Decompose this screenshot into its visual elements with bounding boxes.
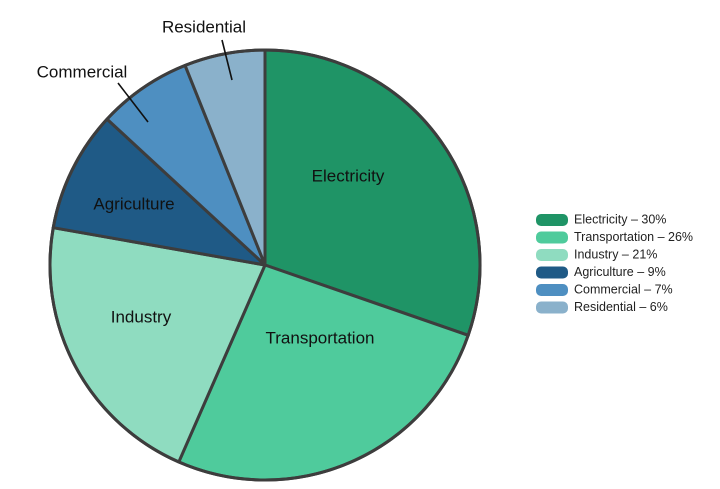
slice-label-residential: Residential bbox=[162, 17, 246, 36]
slice-label-agriculture: Agriculture bbox=[93, 194, 174, 213]
legend-swatch-residential bbox=[536, 301, 568, 314]
legend-label-commercial: Commercial – 7% bbox=[574, 282, 673, 296]
pie-outline bbox=[48, 48, 482, 482]
slice-label-electricity: Electricity bbox=[312, 166, 385, 185]
legend-swatch-agriculture bbox=[536, 266, 568, 279]
legend-swatch-industry bbox=[536, 249, 568, 261]
legend-label-industry: Industry – 21% bbox=[574, 247, 657, 261]
legend-swatch-transportation bbox=[536, 231, 568, 244]
slice-label-transportation: Transportation bbox=[266, 328, 375, 347]
leader-line-commercial bbox=[117, 82, 149, 123]
legend: Electricity – 30% Transportation – 26% Ind… bbox=[536, 212, 693, 314]
pie-slice-labels: Electricity Transportation Industry Agricul… bbox=[37, 17, 385, 347]
legend-swatch-electricity bbox=[536, 214, 568, 226]
legend-swatch-commercial bbox=[536, 284, 568, 296]
legend-label-transportation: Transportation – 26% bbox=[574, 230, 693, 244]
pie-slices bbox=[48, 48, 482, 482]
legend-label-agriculture: Agriculture – 9% bbox=[574, 265, 666, 279]
legend-label-electricity: Electricity – 30% bbox=[574, 212, 666, 226]
legend-label-residential: Residential – 6% bbox=[574, 300, 668, 314]
leader-line-residential bbox=[221, 39, 233, 81]
slice-label-industry: Industry bbox=[111, 307, 172, 326]
slice-label-commercial: Commercial bbox=[37, 62, 128, 81]
